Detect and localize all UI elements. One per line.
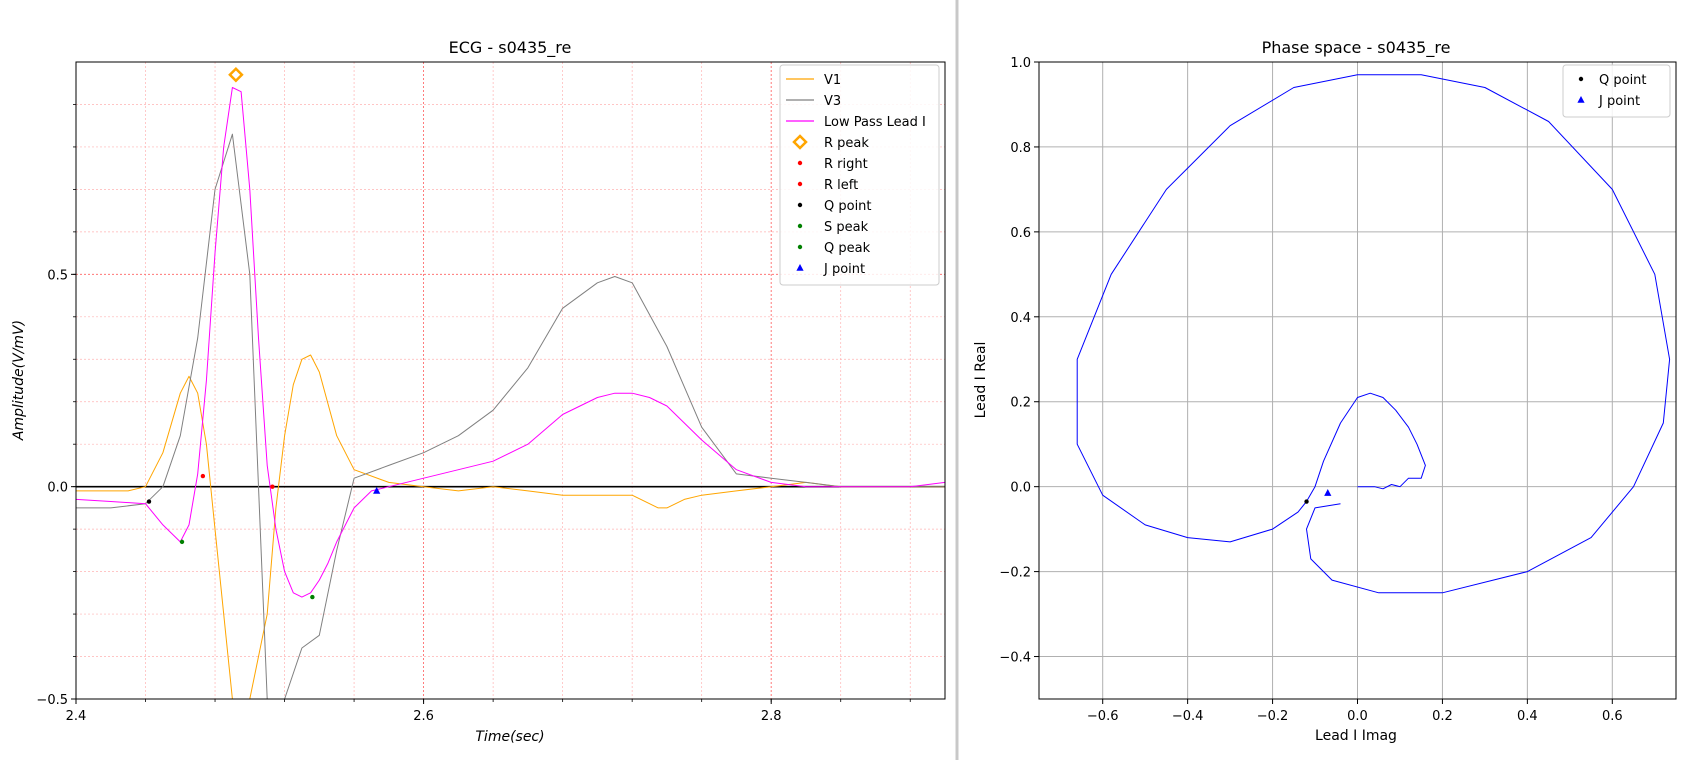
ecg-marker-r-left xyxy=(270,484,275,489)
ecg-legend-label: R right xyxy=(824,157,868,172)
ecg-legend-box xyxy=(779,64,940,286)
ecg-panel: ECG - s0435_re 2.4 2.6 2.8 −0.5 0.0 0.5 Time(… xyxy=(11,38,946,745)
ecg-legend-label: Q peak xyxy=(824,241,871,256)
phase-legend-box xyxy=(1562,64,1671,118)
phase-y-tick-label: −0.4 xyxy=(999,651,1031,666)
phase-x-tick-label: −0.6 xyxy=(1087,709,1119,724)
ecg-y-axis-label: Amplitude(V/mV) xyxy=(11,320,27,441)
phase-x-tick-label: 0.4 xyxy=(1517,709,1538,724)
ecg-y-tick-label: −0.5 xyxy=(36,693,68,708)
ecg-x-tick-label: 2.6 xyxy=(413,709,434,724)
phase-grid xyxy=(1039,61,1676,699)
ecg-series xyxy=(76,66,945,699)
ecg-legend-swatch-r-left xyxy=(797,181,803,187)
phase-panel: Phase space - s0435_re −0.6 −0.4 −0.2 0.0 0.… xyxy=(973,38,1677,744)
phase-y-tick-label: 0.0 xyxy=(1010,481,1031,496)
ecg-series-low-pass-lead-i xyxy=(76,87,945,598)
ecg-marker-r-right xyxy=(200,473,206,479)
ecg-legend-swatch-q-peak xyxy=(797,244,803,250)
phase-x-tick-label: −0.4 xyxy=(1172,709,1204,724)
ecg-marker-r-peak xyxy=(228,66,244,83)
ecg-y-tick-label: 0.0 xyxy=(47,481,68,496)
ecg-marker-q-point xyxy=(146,499,152,504)
ecg-marker-j-point xyxy=(373,486,381,494)
ecg-ticks: 2.4 2.6 2.8 −0.5 0.0 0.5 xyxy=(36,104,911,724)
phase-y-tick-label: 0.2 xyxy=(1010,396,1031,411)
phase-x-tick-label: 0.2 xyxy=(1432,709,1453,724)
phase-y-axis-label: Lead I Real xyxy=(973,342,989,419)
phase-x-tick-label: 0.6 xyxy=(1602,709,1623,724)
ecg-x-tick-label: 2.4 xyxy=(66,709,87,724)
phase-legend-label: J point xyxy=(1598,94,1640,109)
phase-series xyxy=(1076,74,1671,594)
ecg-marker-q-peak xyxy=(179,539,185,545)
ecg-legend-label: J point xyxy=(823,262,865,277)
ecg-x-tick-label: 2.8 xyxy=(761,709,782,724)
ecg-series-v3 xyxy=(76,133,945,699)
ecg-y-tick-label: 0.5 xyxy=(47,268,68,283)
phase-legend: Q point J point xyxy=(1562,64,1671,118)
ecg-legend-swatch-j-point xyxy=(796,264,804,271)
phase-title: Phase space - s0435_re xyxy=(1262,38,1451,58)
phase-trajectory xyxy=(1076,74,1671,594)
ecg-legend-swatch-q-point xyxy=(797,202,803,208)
phase-y-tick-label: 0.6 xyxy=(1010,226,1031,241)
phase-y-tick-label: −0.2 xyxy=(999,566,1031,581)
ecg-marker-s-peak xyxy=(310,594,315,600)
phase-x-tick-label: −0.2 xyxy=(1257,709,1289,724)
phase-marker-j-point xyxy=(1324,489,1332,496)
ecg-legend-swatch-r-right xyxy=(797,160,803,166)
ecg-legend-label: Q point xyxy=(824,199,872,214)
ecg-legend-label: Low Pass Lead I xyxy=(824,115,926,130)
ecg-title: ECG - s0435_re xyxy=(449,38,572,58)
ecg-legend-label: R left xyxy=(824,178,858,193)
ecg-x-axis-label: Time(sec) xyxy=(475,729,544,745)
phase-legend-swatch-j-point xyxy=(1577,96,1585,103)
ecg-legend: V1 V3 Low Pass Lead I R peak R right R left Q … xyxy=(779,64,940,286)
phase-y-tick-label: 0.4 xyxy=(1010,311,1031,326)
phase-legend-label: Q point xyxy=(1599,73,1647,88)
phase-marker-q-point xyxy=(1304,499,1309,504)
phase-y-tick-label: 0.8 xyxy=(1010,141,1031,156)
ecg-legend-label: S peak xyxy=(824,220,869,235)
ecg-series-v1 xyxy=(76,354,945,699)
ecg-legend-swatch-r-peak xyxy=(792,134,808,150)
phase-ticks: −0.6 −0.4 −0.2 0.0 0.2 0.4 0.6 −0.4 −0.2 0.0 0.2 0.… xyxy=(999,56,1622,724)
ecg-legend-label: R peak xyxy=(824,136,869,151)
phase-x-tick-label: 0.0 xyxy=(1347,709,1368,724)
phase-y-tick-label: 1.0 xyxy=(1010,56,1031,71)
ecg-legend-label: V1 xyxy=(824,73,841,88)
phase-x-axis-label: Lead I Imag xyxy=(1315,728,1397,744)
phase-legend-swatch-q-point xyxy=(1578,76,1584,82)
ecg-legend-label: V3 xyxy=(824,94,841,109)
ecg-axes-frame xyxy=(75,61,946,700)
ecg-legend-swatch-s-peak xyxy=(797,223,803,229)
